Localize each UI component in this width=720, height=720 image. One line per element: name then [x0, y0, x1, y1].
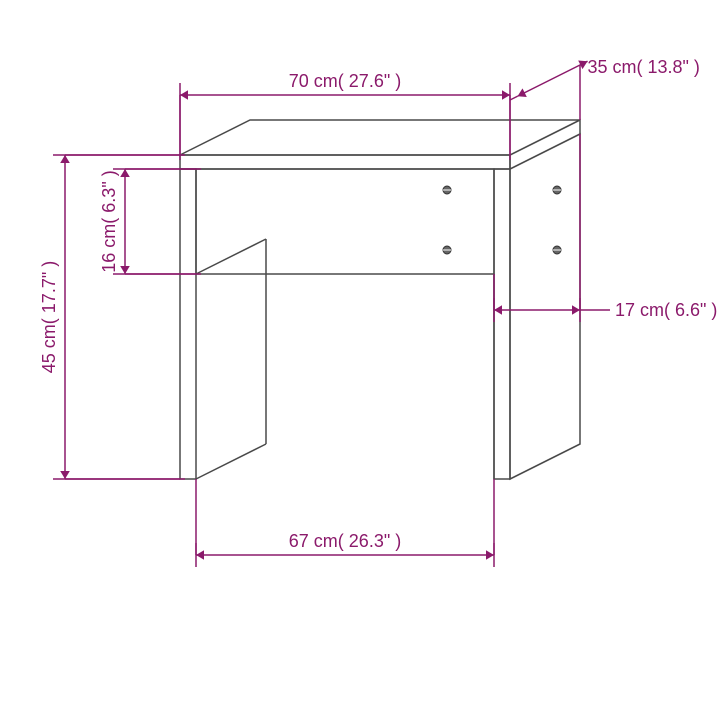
dim-width-top-label: 70 cm( 27.6" ): [289, 71, 401, 91]
dim-inner-width-label: 67 cm( 26.3" ): [289, 531, 401, 551]
apron-front: [196, 169, 494, 274]
tabletop-right-edge: [510, 120, 580, 169]
dim-side-depth-label: 17 cm( 6.6" ): [615, 300, 717, 320]
right-panel-outer: [510, 134, 580, 479]
dim-depth-top-label: 35 cm( 13.8" ): [588, 57, 700, 77]
dim-height-label: 45 cm( 17.7" ): [39, 261, 59, 373]
tabletop-front-edge: [180, 155, 510, 169]
right-leg-front-edge: [494, 169, 510, 479]
dim-depth-top: [518, 61, 588, 96]
left-leg-front: [180, 169, 196, 479]
dim-apron-height-label: 16 cm( 6.3" ): [99, 170, 119, 272]
